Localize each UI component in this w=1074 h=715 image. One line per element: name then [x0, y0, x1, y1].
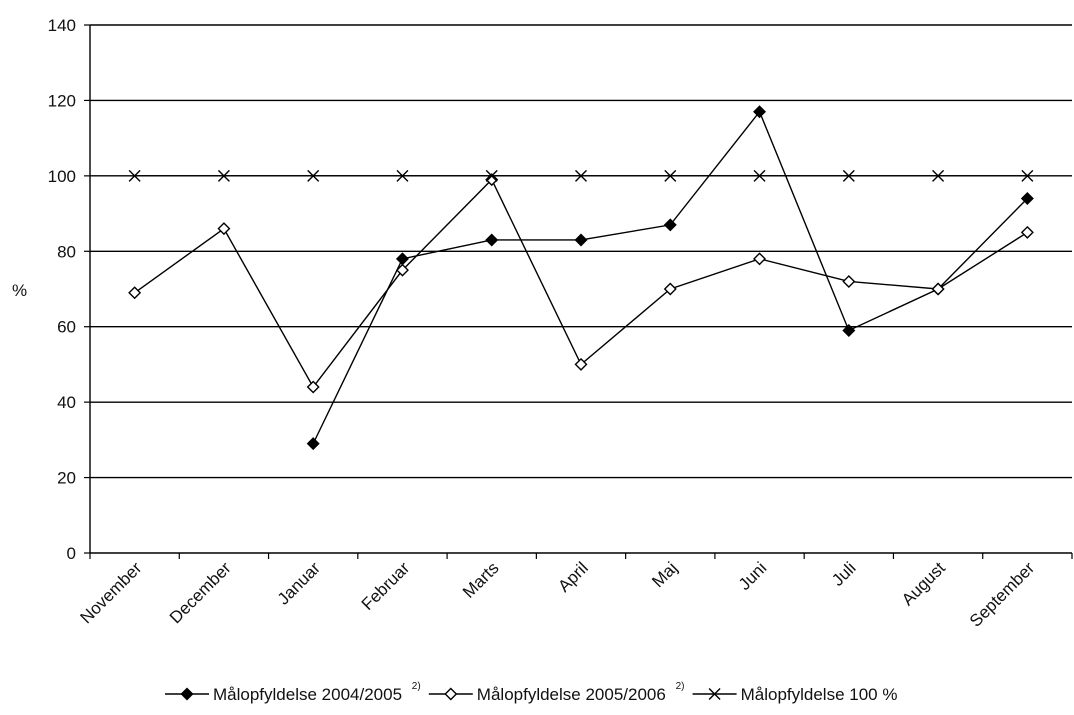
- y-tick-label: 40: [57, 393, 76, 412]
- x-tick-label: November: [77, 558, 146, 627]
- series-2: [128, 173, 1034, 394]
- legend-label: Målopfyldelse 2004/2005: [213, 685, 402, 704]
- y-tick-label: 0: [67, 544, 76, 563]
- x-tick-label: Januar: [274, 558, 324, 608]
- legend-item-3: Målopfyldelse 100 %: [692, 685, 898, 704]
- x-tick-label: Marts: [459, 558, 502, 601]
- x-tick-label: September: [966, 558, 1038, 630]
- y-tick-label: 80: [57, 242, 76, 261]
- data-point: [306, 380, 320, 394]
- y-tick-label: 100: [48, 167, 76, 186]
- data-point: [664, 169, 677, 182]
- data-point: [574, 233, 588, 247]
- data-point: [931, 282, 945, 296]
- data-point: [128, 286, 142, 300]
- y-tick-label: 20: [57, 469, 76, 488]
- data-point: [932, 169, 945, 182]
- data-point: [663, 282, 677, 296]
- x-tick-label: Juni: [735, 558, 770, 593]
- data-point: [753, 252, 767, 266]
- x-tick-label: Juli: [828, 558, 859, 589]
- data-point: [396, 169, 409, 182]
- legend-marker: [180, 687, 194, 701]
- legend-superscript: 2): [676, 681, 685, 692]
- legend-superscript: 2): [412, 681, 421, 692]
- data-point: [395, 263, 409, 277]
- data-point: [485, 233, 499, 247]
- x-tick-label: August: [898, 558, 949, 609]
- x-tick-label: Februar: [358, 558, 414, 614]
- y-tick-label: 140: [48, 16, 76, 35]
- legend-label: Målopfyldelse 100 %: [741, 685, 898, 704]
- data-point: [842, 274, 856, 288]
- axes: [84, 24, 1073, 559]
- data-point: [575, 169, 587, 182]
- series-1: [306, 105, 1034, 451]
- series-line: [134, 178, 1028, 389]
- data-point: [395, 252, 409, 266]
- y-tick-label: 120: [48, 91, 76, 110]
- x-tick-labels: November December Januar Februar Marts April M…: [77, 558, 1039, 630]
- data-point: [217, 222, 231, 236]
- x-tick-label: Maj: [648, 558, 681, 591]
- y-axis-label: %: [12, 281, 27, 300]
- legend-marker: [708, 688, 721, 700]
- x-tick-label: April: [554, 558, 591, 595]
- data-point: [1021, 169, 1034, 182]
- y-tick-label: 60: [57, 318, 76, 337]
- series-group: [128, 105, 1034, 451]
- data-point: [842, 169, 855, 182]
- data-point: [217, 169, 230, 182]
- y-tick-labels: 0 20 40 60 80 100 120 140: [48, 16, 76, 563]
- data-point: [128, 169, 141, 182]
- legend-label: Målopfyldelse 2005/2006: [477, 685, 666, 704]
- legend: Målopfyldelse 2004/2005 2) Målopfyldelse 2…: [165, 681, 897, 704]
- data-point: [842, 323, 856, 337]
- legend-marker: [444, 687, 458, 701]
- series-3: [128, 169, 1034, 182]
- legend-item-2: Målopfyldelse 2005/2006 2): [428, 681, 685, 704]
- data-point: [1020, 225, 1034, 239]
- data-point: [306, 437, 320, 451]
- data-point: [663, 218, 677, 232]
- data-point: [307, 169, 320, 182]
- data-point: [485, 169, 498, 182]
- data-point: [574, 357, 588, 371]
- x-tick-label: December: [166, 558, 235, 627]
- data-point: [1020, 191, 1034, 205]
- data-point: [753, 169, 766, 182]
- series-line: [312, 110, 1028, 444]
- legend-item-1: Målopfyldelse 2004/2005 2): [165, 681, 421, 704]
- data-point: [485, 173, 499, 187]
- data-point: [753, 105, 767, 119]
